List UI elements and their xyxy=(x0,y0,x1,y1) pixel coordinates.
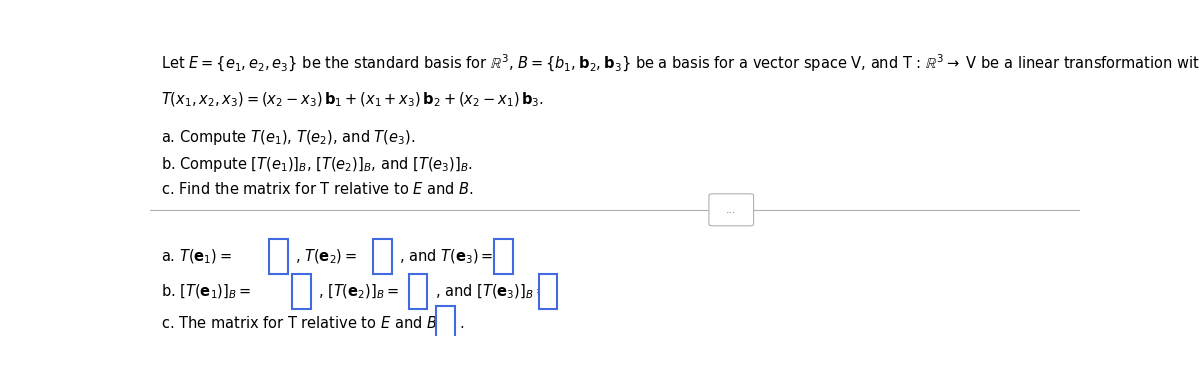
Text: Let $E = \{e_1, e_2, e_3\}$ be the standard basis for $\mathbb{R}^3$, $B = \{b_1: Let $E = \{e_1, e_2, e_3\}$ be the stand… xyxy=(161,53,1200,74)
Text: c. Find the matrix for T relative to $E$ and $B$.: c. Find the matrix for T relative to $E$… xyxy=(161,181,474,197)
Text: , $T(\mathbf{e}_2) = $: , $T(\mathbf{e}_2) = $ xyxy=(295,247,358,266)
FancyBboxPatch shape xyxy=(373,239,391,274)
FancyBboxPatch shape xyxy=(709,194,754,226)
Text: .: . xyxy=(460,316,464,331)
Text: , and $T(\mathbf{e}_3) = $: , and $T(\mathbf{e}_3) = $ xyxy=(400,247,493,266)
Text: b. Compute $[T(e_1)]_B$, $[T(e_2)]_B$, and $[T(e_3)]_B$.: b. Compute $[T(e_1)]_B$, $[T(e_2)]_B$, a… xyxy=(161,155,473,174)
Text: $T(x_1, x_2, x_3) = (x_2 - x_3)\,\mathbf{b}_1 + (x_1 + x_3)\,\mathbf{b}_2 + (x_2: $T(x_1, x_2, x_3) = (x_2 - x_3)\,\mathbf… xyxy=(161,90,544,109)
Text: b. $[T(\mathbf{e}_1)]_B = $: b. $[T(\mathbf{e}_1)]_B = $ xyxy=(161,282,252,301)
FancyBboxPatch shape xyxy=(269,239,288,274)
FancyBboxPatch shape xyxy=(494,239,512,274)
Text: a. Compute $T(e_1)$, $T(e_2)$, and $T(e_3)$.: a. Compute $T(e_1)$, $T(e_2)$, and $T(e_… xyxy=(161,128,415,147)
Text: a. $T(\mathbf{e}_1) = $: a. $T(\mathbf{e}_1) = $ xyxy=(161,247,233,266)
FancyBboxPatch shape xyxy=(539,274,557,309)
Text: , and $[T(\mathbf{e}_3)]_B = $: , and $[T(\mathbf{e}_3)]_B = $ xyxy=(434,282,548,301)
FancyBboxPatch shape xyxy=(293,274,311,309)
FancyBboxPatch shape xyxy=(437,306,455,341)
Text: c. The matrix for T relative to $E$ and $B$ is: c. The matrix for T relative to $E$ and … xyxy=(161,315,455,332)
Text: ...: ... xyxy=(726,205,737,215)
FancyBboxPatch shape xyxy=(408,274,427,309)
Text: , $[T(\mathbf{e}_2)]_B = $: , $[T(\mathbf{e}_2)]_B = $ xyxy=(318,282,400,301)
